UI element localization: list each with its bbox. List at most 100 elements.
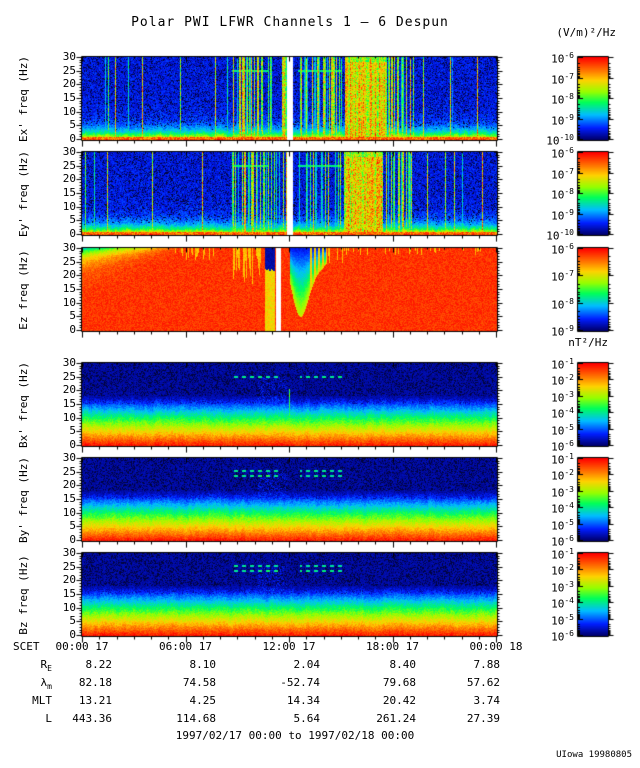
spectrogram-Bx <box>74 356 505 453</box>
freq-tick: 20 <box>62 172 76 186</box>
colorbar-label: 10-3 <box>551 484 574 500</box>
freq-tick: 0 <box>69 533 76 546</box>
freq-tick: 0 <box>69 323 76 336</box>
ylabel-By: By' freq (Hz) <box>17 456 30 543</box>
colorbar-Ez <box>570 241 616 338</box>
freq-tick: 15 <box>62 282 76 295</box>
freq-tick: 25 <box>62 158 76 172</box>
ephemeris-row-label-R: RE <box>40 658 52 674</box>
ephemeris-value: 8.22 <box>85 658 113 671</box>
ephemeris-value: 79.68 <box>382 676 416 689</box>
time-label: 18:00 17 <box>366 640 419 653</box>
colorbar-label: 10-6 <box>551 51 574 66</box>
colorbar-label: 10-8 <box>551 92 574 107</box>
ephemeris-value: 3.74 <box>473 694 501 707</box>
colorbar-label: 10-1 <box>551 547 574 562</box>
colorbar-By <box>570 451 616 548</box>
colorbar-Bz <box>570 546 616 643</box>
freq-tick: 30 <box>62 145 76 158</box>
ephemeris-value: 20.42 <box>382 694 416 707</box>
ephemeris-row-label-L: L <box>45 712 52 725</box>
freq-tick: 25 <box>62 254 76 268</box>
freq-tick: 5 <box>69 519 76 533</box>
freq-tick: 0 <box>69 438 76 451</box>
ephemeris-value: 14.34 <box>286 694 320 707</box>
ylabel-Bx: Bx' freq (Hz) <box>17 361 30 448</box>
colorbar-unit-magnetic: nT²/Hz <box>568 336 608 349</box>
ephemeris-value: 2.04 <box>293 658 321 671</box>
ephemeris-value: 261.24 <box>376 712 416 725</box>
freq-tick: 15 <box>62 587 76 600</box>
freq-tick: 10 <box>62 295 76 309</box>
freq-tick: 0 <box>69 227 76 240</box>
colorbar-label: 10-2 <box>551 563 574 579</box>
freq-tick: 15 <box>62 186 76 199</box>
figure-title: Polar PWI LFWR Channels 1 — 6 Despun <box>131 15 449 30</box>
colorbar-label: 10-8 <box>551 296 574 312</box>
time-label: 00:00 17 <box>55 640 109 653</box>
ylabel-Ex: Ex' freq (Hz) <box>17 55 30 142</box>
freq-tick: 20 <box>62 77 76 91</box>
colorbar-Ey <box>570 145 616 242</box>
colorbar-label: 10-6 <box>551 146 574 161</box>
colorbar-label: 10-10 <box>546 228 574 243</box>
colorbar-Ex <box>570 50 616 147</box>
time-label: 00:00 18 <box>469 640 523 653</box>
freq-tick: 30 <box>62 356 76 369</box>
colorbar-label: 10-5 <box>551 612 574 628</box>
ephemeris-value: 443.36 <box>72 712 112 725</box>
colorbar-label: 10-9 <box>551 207 574 223</box>
colorbar-label: 10-7 <box>551 71 574 87</box>
ephemeris-value: 5.64 <box>293 712 321 725</box>
freq-tick: 25 <box>62 369 76 383</box>
freq-tick: 25 <box>62 464 76 478</box>
freq-tick: 25 <box>62 559 76 573</box>
colorbar-label: 10-5 <box>551 422 574 438</box>
ephemeris-value: 114.68 <box>176 712 216 725</box>
colorbar-label: 10-2 <box>551 468 574 484</box>
colorbar-label: 10-9 <box>551 324 574 339</box>
freq-tick: 0 <box>69 132 76 145</box>
ephemeris-value: -52.74 <box>280 676 320 689</box>
colorbar-label: 10-7 <box>551 269 574 284</box>
freq-tick: 0 <box>69 628 76 641</box>
credit-stamp: UIowa 19980805 <box>556 750 632 760</box>
colorbar-label: 10-4 <box>551 596 574 611</box>
freq-tick: 10 <box>62 199 76 213</box>
ephemeris-value: 82.18 <box>78 676 112 689</box>
freq-tick: 10 <box>62 410 76 424</box>
spectrogram-Ex <box>74 50 505 147</box>
ephemeris-value: 57.62 <box>466 676 500 689</box>
ephemeris-value: 74.58 <box>182 676 216 689</box>
freq-tick: 20 <box>62 478 76 492</box>
colorbar-label: 10-4 <box>551 501 574 516</box>
time-label: 06:00 17 <box>159 640 212 653</box>
freq-tick: 20 <box>62 573 76 587</box>
ephemeris-row-label-λ: λm <box>40 676 52 692</box>
freq-tick: 5 <box>69 424 76 438</box>
freq-tick: 25 <box>62 63 76 77</box>
freq-tick: 15 <box>62 397 76 410</box>
ephemeris-value: 4.25 <box>189 694 217 707</box>
ephemeris-value: 8.40 <box>389 658 417 671</box>
colorbar-label: 10-5 <box>551 517 574 533</box>
freq-tick: 20 <box>62 383 76 397</box>
freq-tick: 20 <box>62 268 76 282</box>
freq-tick: 5 <box>69 309 76 323</box>
time-label: 12:00 17 <box>262 640 316 653</box>
colorbar-label: 10-6 <box>551 629 574 644</box>
ylabel-Bz: Bz freq (Hz) <box>17 554 30 635</box>
spectrogram-Ey <box>74 145 505 242</box>
freq-tick: 5 <box>69 614 76 628</box>
colorbar-label: 10-1 <box>551 357 574 372</box>
ephemeris-value: 13.21 <box>78 694 112 707</box>
colorbar-Bx <box>570 356 616 453</box>
colorbar-label: 10-6 <box>551 534 574 549</box>
spectrogram-By <box>74 451 505 548</box>
colorbar-label: 10-10 <box>546 133 574 148</box>
colorbar-unit-electric: (V/m)²/Hz <box>556 26 616 39</box>
freq-tick: 15 <box>62 492 76 505</box>
freq-tick: 10 <box>62 104 76 118</box>
colorbar-label: 10-1 <box>551 452 574 467</box>
